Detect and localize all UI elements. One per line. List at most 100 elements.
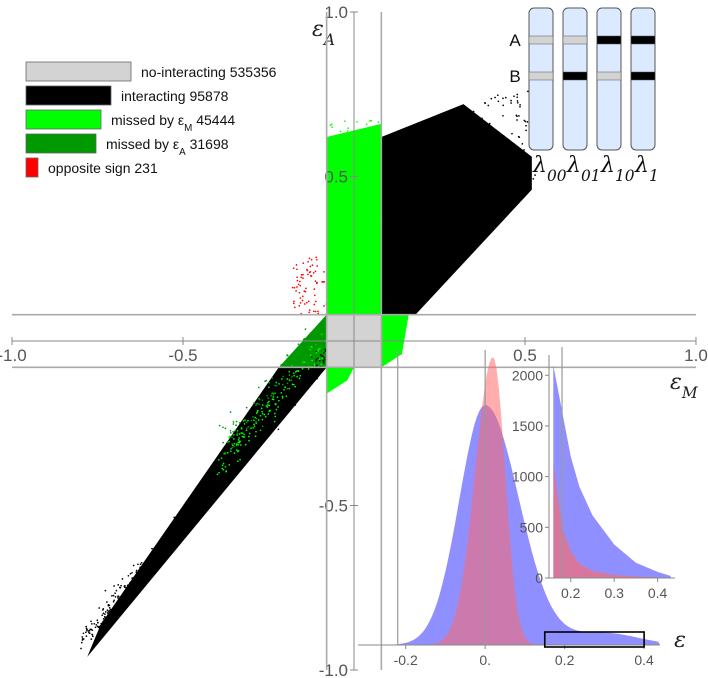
interacting-point — [448, 133, 450, 135]
missed-ea-point — [286, 378, 289, 380]
interacting-point — [159, 548, 162, 550]
missed-ea-point — [267, 397, 270, 399]
interacting-point — [416, 256, 419, 259]
interacting-point — [279, 417, 282, 419]
missed-ea-point — [295, 354, 298, 357]
zoom-x-tick-label: 0.3 — [604, 585, 624, 601]
interacting-point — [462, 235, 465, 238]
interacting-point — [231, 475, 233, 477]
opposite-sign-point — [298, 304, 301, 307]
missed-em-point — [369, 220, 371, 222]
missed-ea-point — [261, 404, 264, 406]
missed-ea-point — [241, 435, 244, 438]
missed-em-point — [374, 229, 377, 232]
opposite-sign-point — [293, 306, 296, 309]
missed-ea-point — [315, 337, 317, 339]
interacting-point — [154, 561, 156, 564]
interacting-point — [429, 179, 432, 182]
interacting-point — [448, 166, 450, 169]
missed-ea-point — [248, 435, 250, 438]
missed-ea-point — [227, 441, 230, 444]
interacting-point — [137, 577, 140, 579]
missed-ea-point — [255, 420, 257, 423]
interacting-point — [227, 477, 229, 480]
missed-ea-point — [288, 387, 291, 390]
interacting-point — [463, 133, 466, 136]
interacting-point — [467, 146, 470, 149]
missed-em-point — [378, 303, 380, 306]
missed-ea-point — [274, 415, 277, 418]
missed-em-point — [347, 265, 350, 268]
missed-em-point — [375, 199, 378, 202]
missed-em-point — [334, 142, 337, 144]
missed-ea-point — [281, 383, 284, 386]
locus-b-band — [562, 71, 588, 81]
missed-em-point — [345, 135, 347, 138]
legend-swatch — [25, 61, 132, 82]
interacting-point — [447, 194, 450, 197]
interacting-point — [84, 631, 87, 634]
missed-em-point — [351, 307, 354, 310]
interacting-point — [132, 564, 135, 567]
missed-em-point — [362, 305, 365, 308]
interacting-point — [199, 496, 201, 498]
missed-em-point — [343, 303, 345, 306]
locus-a-band — [596, 35, 622, 45]
interacting-point — [438, 252, 441, 254]
interacting-point — [132, 579, 135, 582]
interacting-point — [197, 499, 200, 502]
opposite-sign-point — [313, 294, 316, 297]
interacting-point — [389, 221, 392, 224]
interacting-point — [271, 413, 274, 415]
missed-ea-point — [218, 424, 221, 427]
interacting-point — [400, 271, 403, 274]
interacting-point — [404, 233, 407, 235]
missed-em-point — [355, 265, 358, 268]
interacting-point — [80, 641, 83, 644]
interacting-point — [150, 562, 153, 565]
interacting-point — [467, 120, 470, 123]
interacting-point — [152, 560, 154, 563]
missed-em-point — [332, 259, 335, 262]
interacting-point — [127, 574, 130, 577]
interacting-point — [165, 546, 168, 549]
interacting-point — [294, 396, 297, 398]
interacting-point — [216, 495, 219, 498]
interacting-point — [415, 284, 418, 287]
interacting-point — [482, 125, 485, 127]
missed-em-point — [362, 205, 365, 207]
interacting-point — [300, 387, 303, 390]
missed-em-point — [327, 273, 329, 276]
interacting-point — [294, 388, 297, 390]
missed-em-point — [341, 177, 344, 180]
interacting-point — [139, 563, 142, 566]
missed-ea-point — [222, 441, 225, 444]
interacting-point — [116, 607, 119, 610]
interacting-point — [236, 466, 238, 469]
interacting-point — [298, 395, 301, 397]
interacting-point — [460, 173, 463, 176]
opposite-sign-point — [295, 290, 297, 292]
missed-ea-point — [322, 320, 324, 322]
interacting-point — [470, 216, 473, 219]
interacting-point — [146, 564, 148, 567]
interacting-point — [504, 96, 507, 99]
interacting-point — [382, 221, 385, 224]
interacting-point — [508, 174, 510, 177]
missed-ea-point — [226, 451, 229, 454]
interacting-point — [500, 136, 502, 138]
interacting-point — [189, 500, 191, 503]
interacting-point — [184, 514, 186, 517]
missed-em-point — [343, 208, 346, 211]
interacting-point — [242, 445, 244, 448]
interacting-point — [256, 432, 258, 434]
interacting-point — [218, 488, 220, 491]
missed-ea-point — [218, 471, 220, 474]
interacting-point — [287, 399, 289, 401]
interacting-point — [194, 504, 197, 507]
missed-em-point — [349, 235, 352, 237]
zoom-x-tick-label: 0.2 — [561, 585, 581, 601]
interacting-point — [416, 224, 419, 227]
missed-ea-point — [245, 429, 248, 432]
